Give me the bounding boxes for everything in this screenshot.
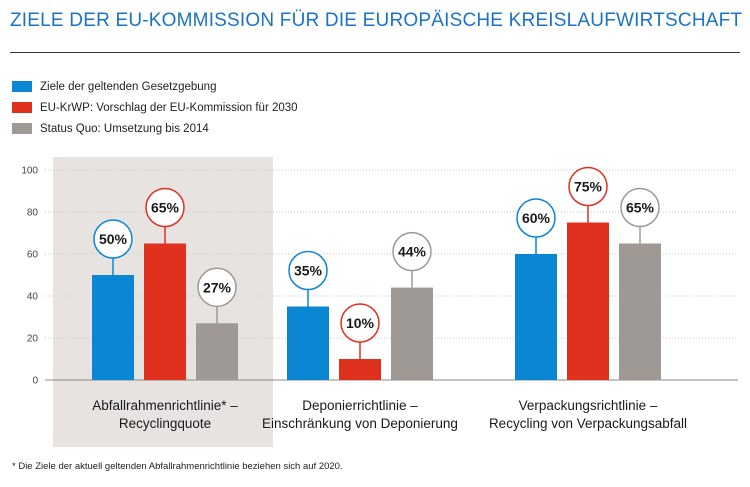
y-tick-label: 100 <box>21 166 38 177</box>
bar <box>339 359 381 380</box>
data-label: 75% <box>574 179 603 195</box>
bar-label-bubble <box>392 231 432 272</box>
legend-item-proposal-2030: EU-KrWP: Vorschlag der EU-Kommission für… <box>12 97 298 118</box>
x-category-label: Abfallrahmenrichtlinie* – <box>92 398 238 413</box>
bar <box>144 243 186 380</box>
legend-label-proposal-2030: EU-KrWP: Vorschlag der EU-Kommission für… <box>40 101 298 114</box>
data-label: 35% <box>294 263 323 279</box>
y-tick-label: 80 <box>27 208 39 219</box>
y-tick-label: 20 <box>27 334 39 345</box>
x-category-label: Verpackungsrichtlinie – <box>519 398 658 413</box>
bar-label-bubble <box>620 187 660 228</box>
bar-label-bubble <box>145 187 185 228</box>
data-label: 44% <box>398 244 427 260</box>
bar-chart: 0 20 40 60 80 100 50% 65% 27% Abfallrahmenrichtli… <box>21 157 738 447</box>
x-category-label: Recyclingquote <box>119 416 211 431</box>
bar-label-bubble <box>340 303 380 343</box>
bar <box>287 306 329 380</box>
data-label: 65% <box>626 200 655 216</box>
title-divider <box>10 52 740 53</box>
bar <box>92 275 134 380</box>
bar <box>567 222 609 380</box>
data-label: 27% <box>203 279 232 295</box>
data-label: 60% <box>522 210 551 226</box>
legend-item-status-quo: Status Quo: Umsetzung bis 2014 <box>12 118 298 139</box>
bar-label-bubble <box>197 267 237 308</box>
data-label: 10% <box>346 315 375 331</box>
y-tick-label: 60 <box>27 250 39 261</box>
bar-label-bubble <box>568 166 608 207</box>
bar-label-bubble <box>93 219 133 259</box>
bar <box>515 254 557 380</box>
bar-label-bubble <box>288 250 328 291</box>
page-title: ZIELE DER EU-KOMMISSION FÜR DIE EUROPÄIS… <box>10 10 743 31</box>
legend-label-status-quo: Status Quo: Umsetzung bis 2014 <box>40 122 209 135</box>
y-tick-label: 0 <box>32 376 38 387</box>
x-category-label: Deponierrichtlinie – <box>302 398 418 413</box>
data-label: 65% <box>151 200 180 216</box>
legend-swatch-status-quo <box>12 123 32 134</box>
bar <box>391 287 433 380</box>
bar <box>196 323 238 380</box>
x-category-label: Recycling von Verpackungsabfall <box>489 416 687 431</box>
data-label: 50% <box>99 231 128 247</box>
footnote: * Die Ziele der aktuell geltenden Abfall… <box>12 461 343 472</box>
legend-item-current-law: Ziele der geltenden Gesetzgebung <box>12 76 298 97</box>
legend-swatch-proposal-2030 <box>12 102 32 113</box>
bar <box>619 243 661 380</box>
legend-swatch-current-law <box>12 81 32 92</box>
y-tick-label: 40 <box>27 292 39 303</box>
x-category-label: Einschränkung von Deponierung <box>262 416 458 431</box>
legend: Ziele der geltenden Gesetzgebung EU-KrWP… <box>12 76 298 139</box>
legend-label-current-law: Ziele der geltenden Gesetzgebung <box>40 80 217 93</box>
bar-label-bubble <box>516 198 556 238</box>
